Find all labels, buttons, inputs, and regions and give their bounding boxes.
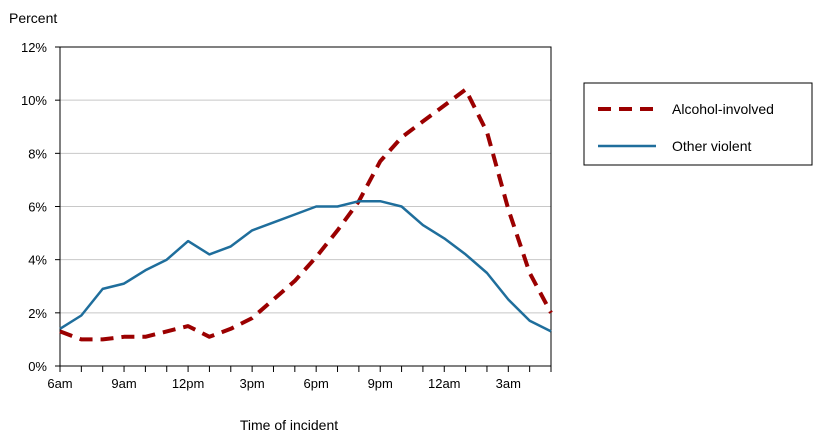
series-lines [59, 87, 553, 342]
legend: Alcohol-involved Other violent [583, 82, 813, 166]
gridlines [60, 99, 551, 314]
axes [55, 46, 552, 372]
x-tick-label: 3am [496, 376, 521, 391]
y-tick-label: 2% [28, 306, 47, 321]
x-tick-label: 12pm [172, 376, 205, 391]
series-line-alcohol-involved [59, 87, 553, 342]
x-tick-label: 3pm [239, 376, 264, 391]
y-tick-label: 0% [28, 359, 47, 374]
y-tick-label: 4% [28, 253, 47, 268]
y-tick-label: 6% [28, 200, 47, 215]
legend-label-other-violent: Other violent [672, 138, 751, 154]
x-axis-title: Time of incident [240, 417, 338, 433]
x-tick-label: 6am [47, 376, 72, 391]
x-tick-label: 9pm [368, 376, 393, 391]
legend-label-alcohol-involved: Alcohol-involved [672, 101, 774, 117]
y-tick-label: 8% [28, 146, 47, 161]
tick-labels: 0% 2% 4% 6% 8% 10% 12% 6am 9am 12pm 3pm 6pm 9pm 12am 3… [21, 40, 521, 391]
y-tick-label: 10% [21, 93, 47, 108]
x-tick-label: 6pm [304, 376, 329, 391]
x-tick-label: 12am [428, 376, 461, 391]
legend-box [583, 82, 813, 166]
y-tick-label: 12% [21, 40, 47, 55]
y-axis-title: Percent [9, 10, 57, 26]
x-tick-label: 9am [111, 376, 136, 391]
series-line-other-violent [59, 199, 552, 333]
